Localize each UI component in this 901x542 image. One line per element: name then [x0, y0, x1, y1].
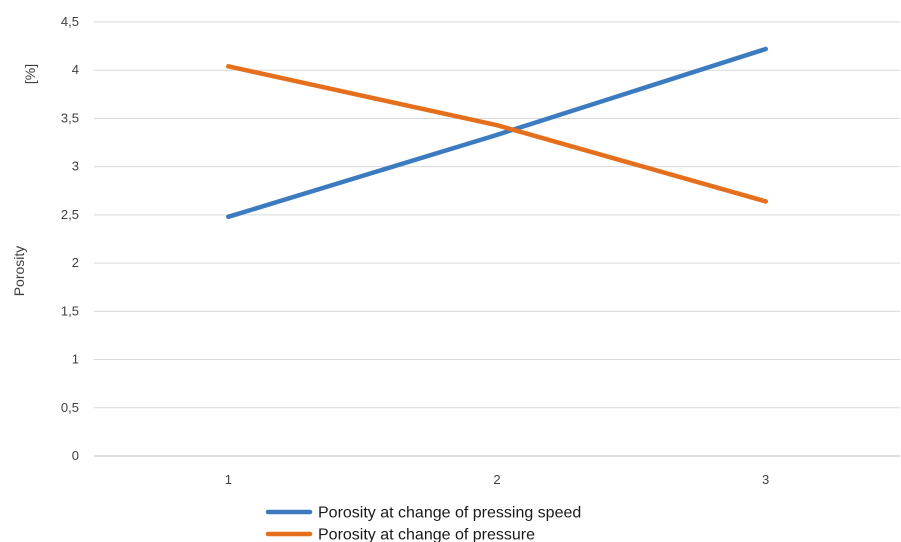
y-axis-unit: [%]	[22, 64, 38, 84]
gridlines	[94, 21, 900, 457]
data-point	[226, 214, 231, 220]
y-tick-label: 2	[72, 255, 79, 270]
y-tick-label: 1	[72, 352, 79, 367]
data-point	[763, 46, 768, 52]
y-tick-label: 0	[72, 448, 79, 463]
legend-label-2: Porosity at change of pressure	[318, 527, 535, 542]
data-point	[226, 64, 231, 69]
y-tick-label: 4,5	[61, 14, 79, 29]
legend-label-1: Porosity at change of pressing speed	[318, 505, 581, 522]
x-tick-label: 2	[493, 472, 500, 487]
y-tick-label: 4	[72, 62, 79, 77]
y-axis-ticks: 0 0,5 1 1,5 2 2,5 3 3,5 4 4,5	[61, 14, 79, 463]
y-axis-title: Porosity	[11, 246, 27, 297]
y-tick-label: 3	[72, 159, 79, 174]
x-axis-ticks: 1 2 3	[225, 472, 770, 487]
data-point	[494, 132, 500, 138]
data-point	[494, 122, 500, 128]
y-tick-label: 2,5	[61, 207, 79, 222]
series-lines	[226, 46, 768, 220]
y-tick-label: 1,5	[61, 303, 79, 318]
y-tick-label: 0,5	[61, 400, 79, 415]
data-point	[763, 199, 768, 204]
y-tick-label: 3,5	[61, 110, 79, 125]
x-tick-label: 1	[225, 472, 232, 487]
x-tick-label: 3	[762, 472, 769, 487]
legend: Porosity at change of pressing speed Poro…	[265, 505, 581, 542]
